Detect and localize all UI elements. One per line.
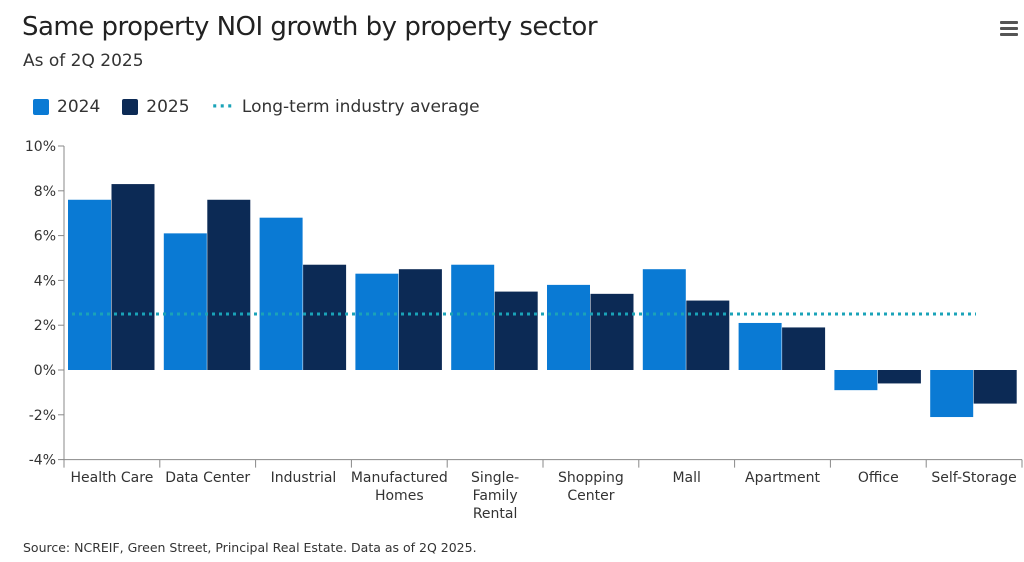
- x-tick-label: Shopping Center: [558, 470, 624, 504]
- bar-2024: [738, 322, 782, 370]
- chart-title: Same property NOI growth by property sec…: [22, 12, 598, 42]
- legend-swatch-2025: [122, 99, 139, 115]
- source-note: Source: NCREIF, Green Street, Principal …: [23, 540, 477, 555]
- chart-subtitle: As of 2Q 2025: [23, 51, 144, 71]
- y-tick-label: -4%: [29, 453, 56, 469]
- bar-2025: [877, 370, 921, 384]
- x-tick-label: Office: [858, 470, 899, 486]
- y-tick-label: 4%: [34, 273, 56, 289]
- bar-2025: [494, 291, 538, 370]
- x-tick-label: Mall: [672, 470, 700, 486]
- x-tick-label: Health Care: [70, 470, 153, 486]
- bar-2024: [834, 370, 878, 391]
- legend-swatch-2024: [33, 99, 49, 115]
- legend-item-2024[interactable]: 2024: [33, 97, 100, 117]
- x-tick-label: Apartment: [745, 470, 820, 486]
- bar-2024: [451, 264, 495, 370]
- bar-2025: [398, 269, 442, 370]
- x-tick-label: Industrial: [271, 470, 337, 486]
- y-tick-label: 10%: [25, 139, 56, 155]
- bar-2024: [355, 273, 399, 370]
- bar-2025: [111, 184, 155, 370]
- legend-label-2025: 2025: [146, 97, 190, 117]
- x-tick-label: Manufactured Homes: [351, 470, 448, 504]
- bar-2024: [163, 233, 207, 370]
- bar-2024: [259, 217, 303, 370]
- y-tick-label: 0%: [34, 363, 56, 379]
- legend-label-2024: 2024: [57, 97, 101, 117]
- legend-item-average[interactable]: ··· Long-term industry average: [212, 97, 480, 117]
- bar-2024: [68, 199, 111, 370]
- hamburger-menu-icon[interactable]: [1000, 21, 1018, 39]
- bar-2025: [207, 199, 251, 370]
- bar-2025: [782, 327, 826, 370]
- legend: 2024 2025 ··· Long-term industry average: [33, 97, 502, 117]
- bar-2025: [590, 293, 634, 370]
- legend-item-2025[interactable]: 2025: [122, 97, 190, 117]
- x-tick-label: Single-Family Rental: [471, 470, 519, 522]
- bar-2024: [642, 269, 686, 370]
- x-tick-label: Self-Storage: [931, 470, 1016, 486]
- bar-2025: [303, 264, 347, 370]
- y-tick-label: -2%: [29, 408, 56, 424]
- bar-2024: [930, 370, 974, 418]
- bar-2025: [973, 370, 1017, 404]
- bar-2025: [686, 300, 730, 370]
- dotted-line-icon: ···: [211, 97, 234, 117]
- y-tick-label: 6%: [34, 229, 56, 245]
- legend-label-average: Long-term industry average: [241, 97, 480, 117]
- bar-2024: [547, 284, 590, 370]
- y-tick-label: 2%: [34, 318, 56, 334]
- x-tick-label: Data Center: [165, 470, 250, 486]
- y-tick-label: 8%: [34, 184, 56, 200]
